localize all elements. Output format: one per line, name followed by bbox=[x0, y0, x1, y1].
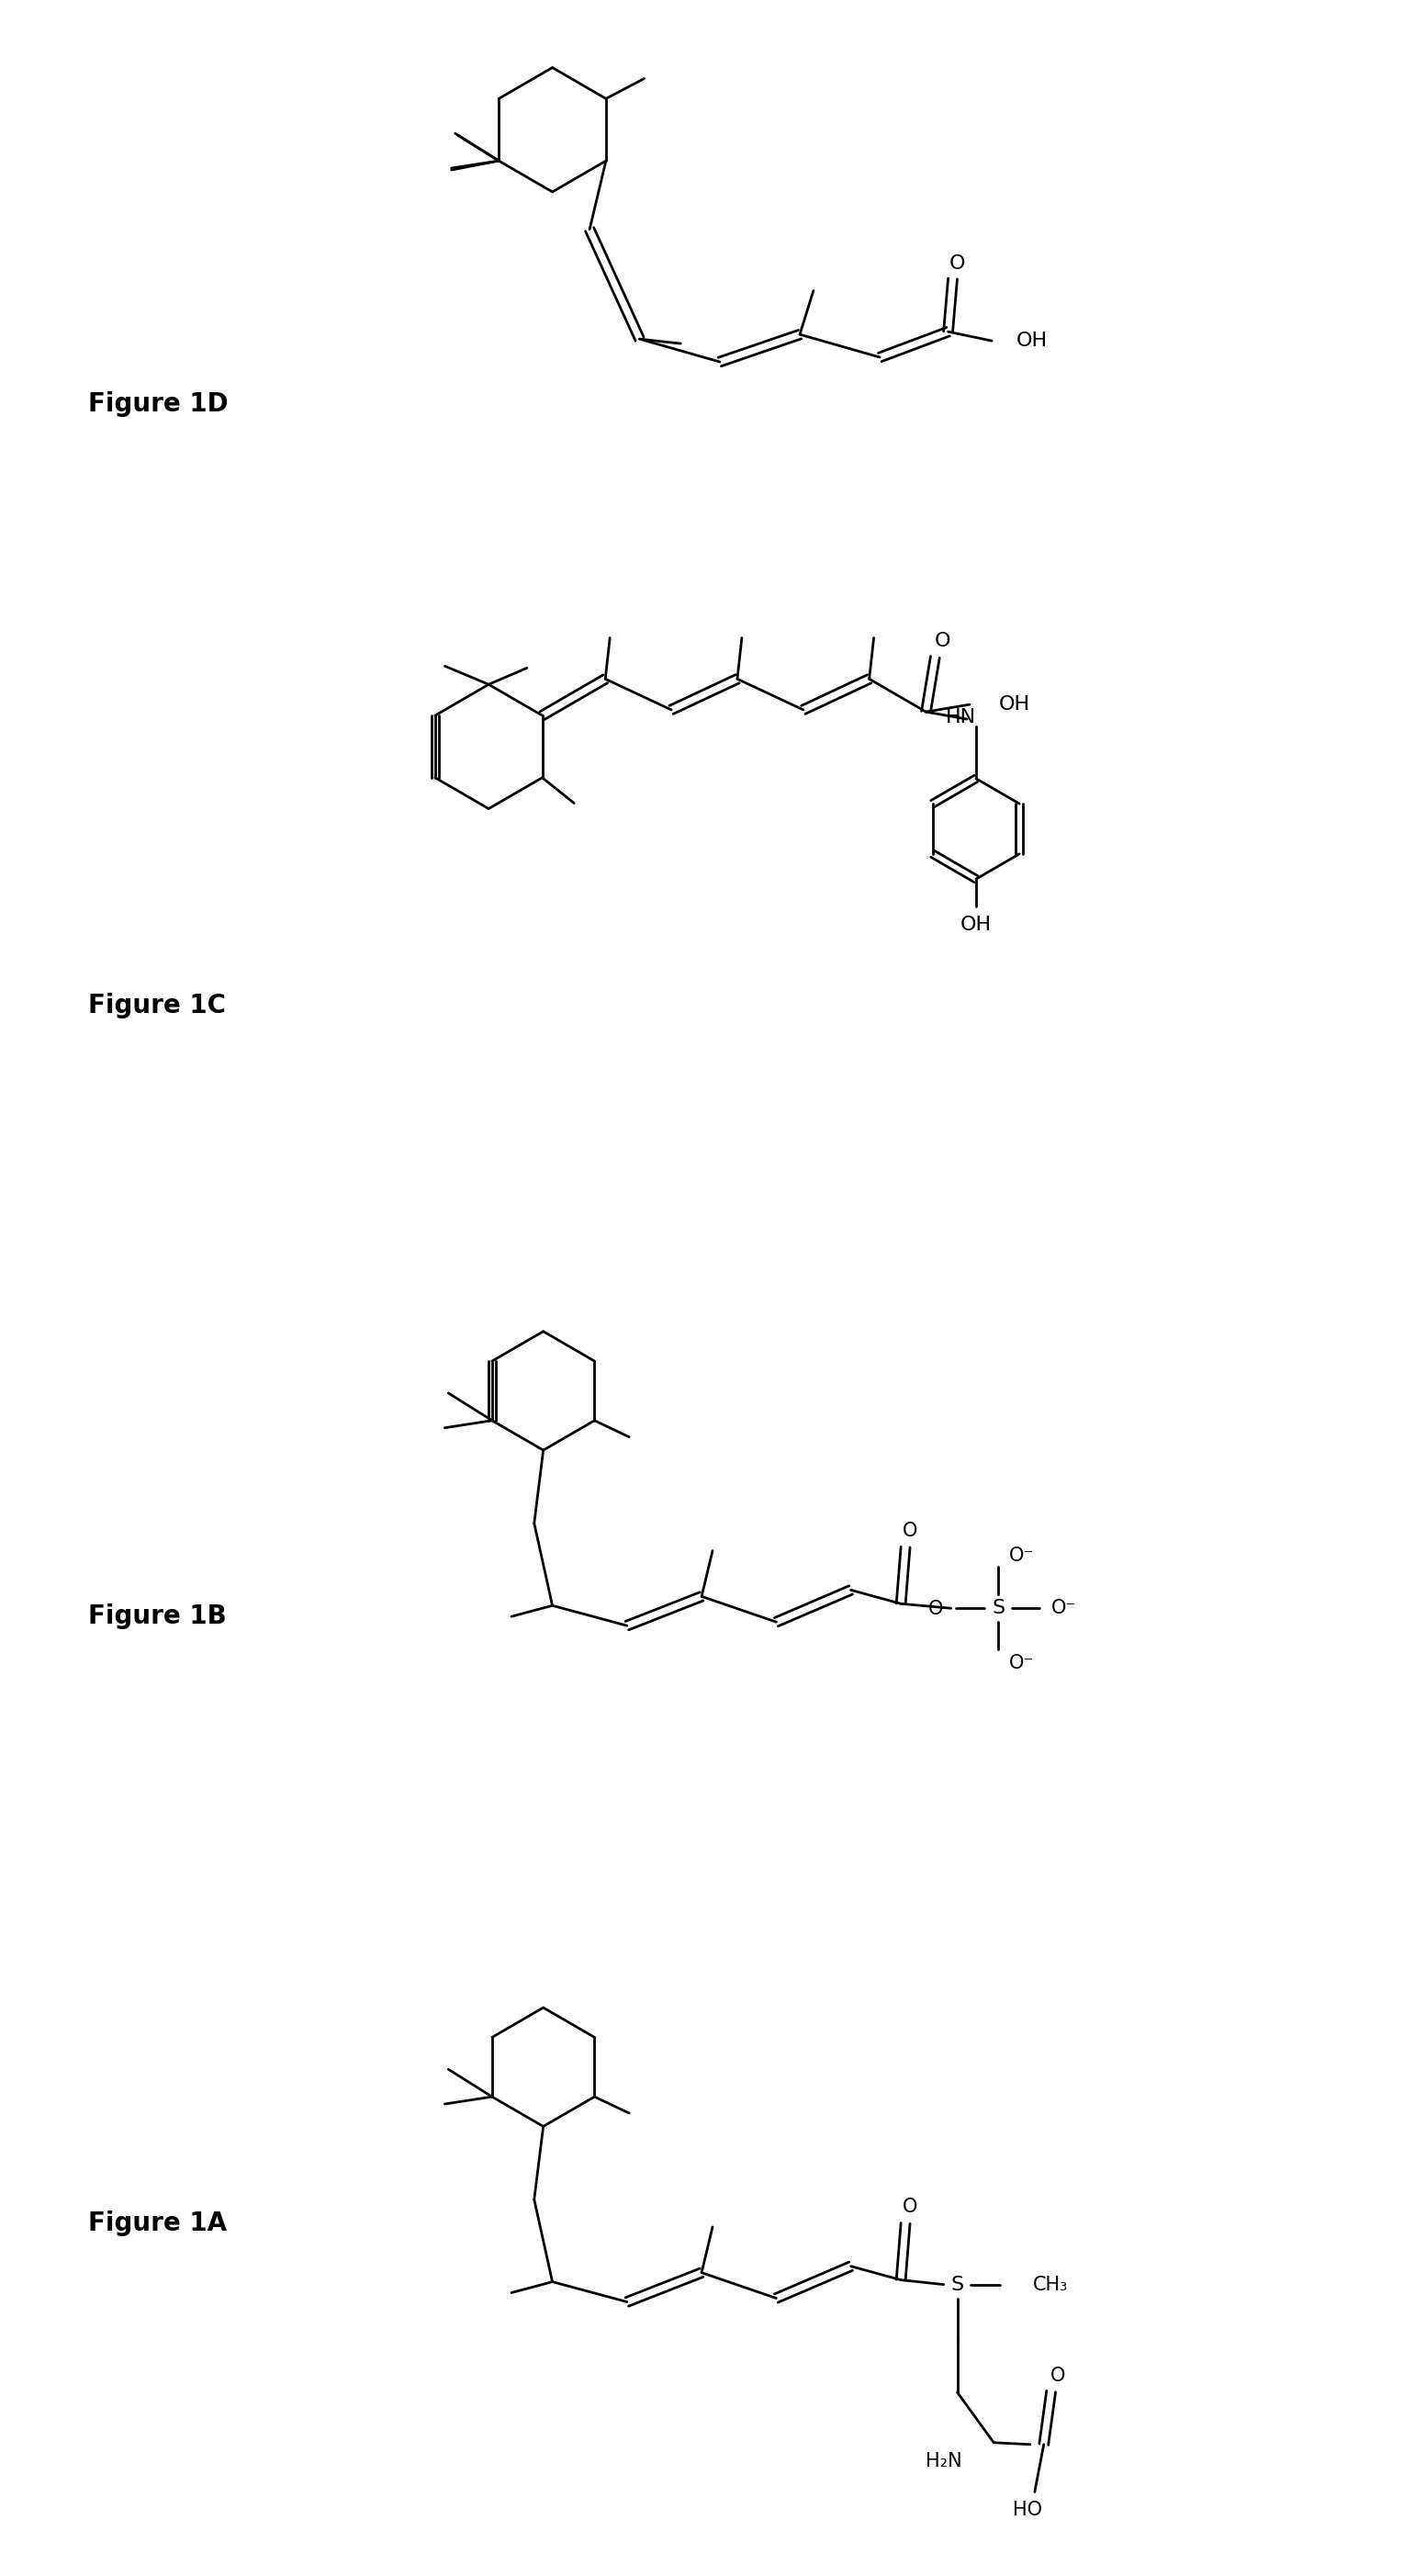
Text: Figure 1B: Figure 1B bbox=[88, 1602, 227, 1628]
Text: HN: HN bbox=[945, 708, 975, 726]
Text: Figure 1C: Figure 1C bbox=[88, 994, 225, 1020]
Text: HO: HO bbox=[1012, 2501, 1042, 2519]
Text: O⁻: O⁻ bbox=[1051, 1600, 1077, 1618]
Text: OH: OH bbox=[1017, 332, 1048, 350]
Text: O: O bbox=[950, 255, 965, 273]
Text: O⁻: O⁻ bbox=[1010, 1546, 1034, 1564]
Text: OH: OH bbox=[960, 914, 991, 935]
Text: O⁻: O⁻ bbox=[1010, 1654, 1034, 1672]
Text: O: O bbox=[928, 1600, 944, 1618]
Text: CH₃: CH₃ bbox=[1032, 2275, 1068, 2293]
Text: Figure 1A: Figure 1A bbox=[88, 2210, 227, 2236]
Text: S: S bbox=[992, 1600, 1005, 1618]
Text: Figure 1D: Figure 1D bbox=[88, 392, 228, 417]
Text: O: O bbox=[903, 2197, 917, 2215]
Text: S: S bbox=[951, 2275, 964, 2293]
Text: OH: OH bbox=[998, 696, 1030, 714]
Text: O: O bbox=[1050, 2367, 1065, 2385]
Text: O: O bbox=[903, 1522, 917, 1540]
Text: H₂N: H₂N bbox=[925, 2452, 963, 2470]
Text: O: O bbox=[934, 631, 950, 649]
